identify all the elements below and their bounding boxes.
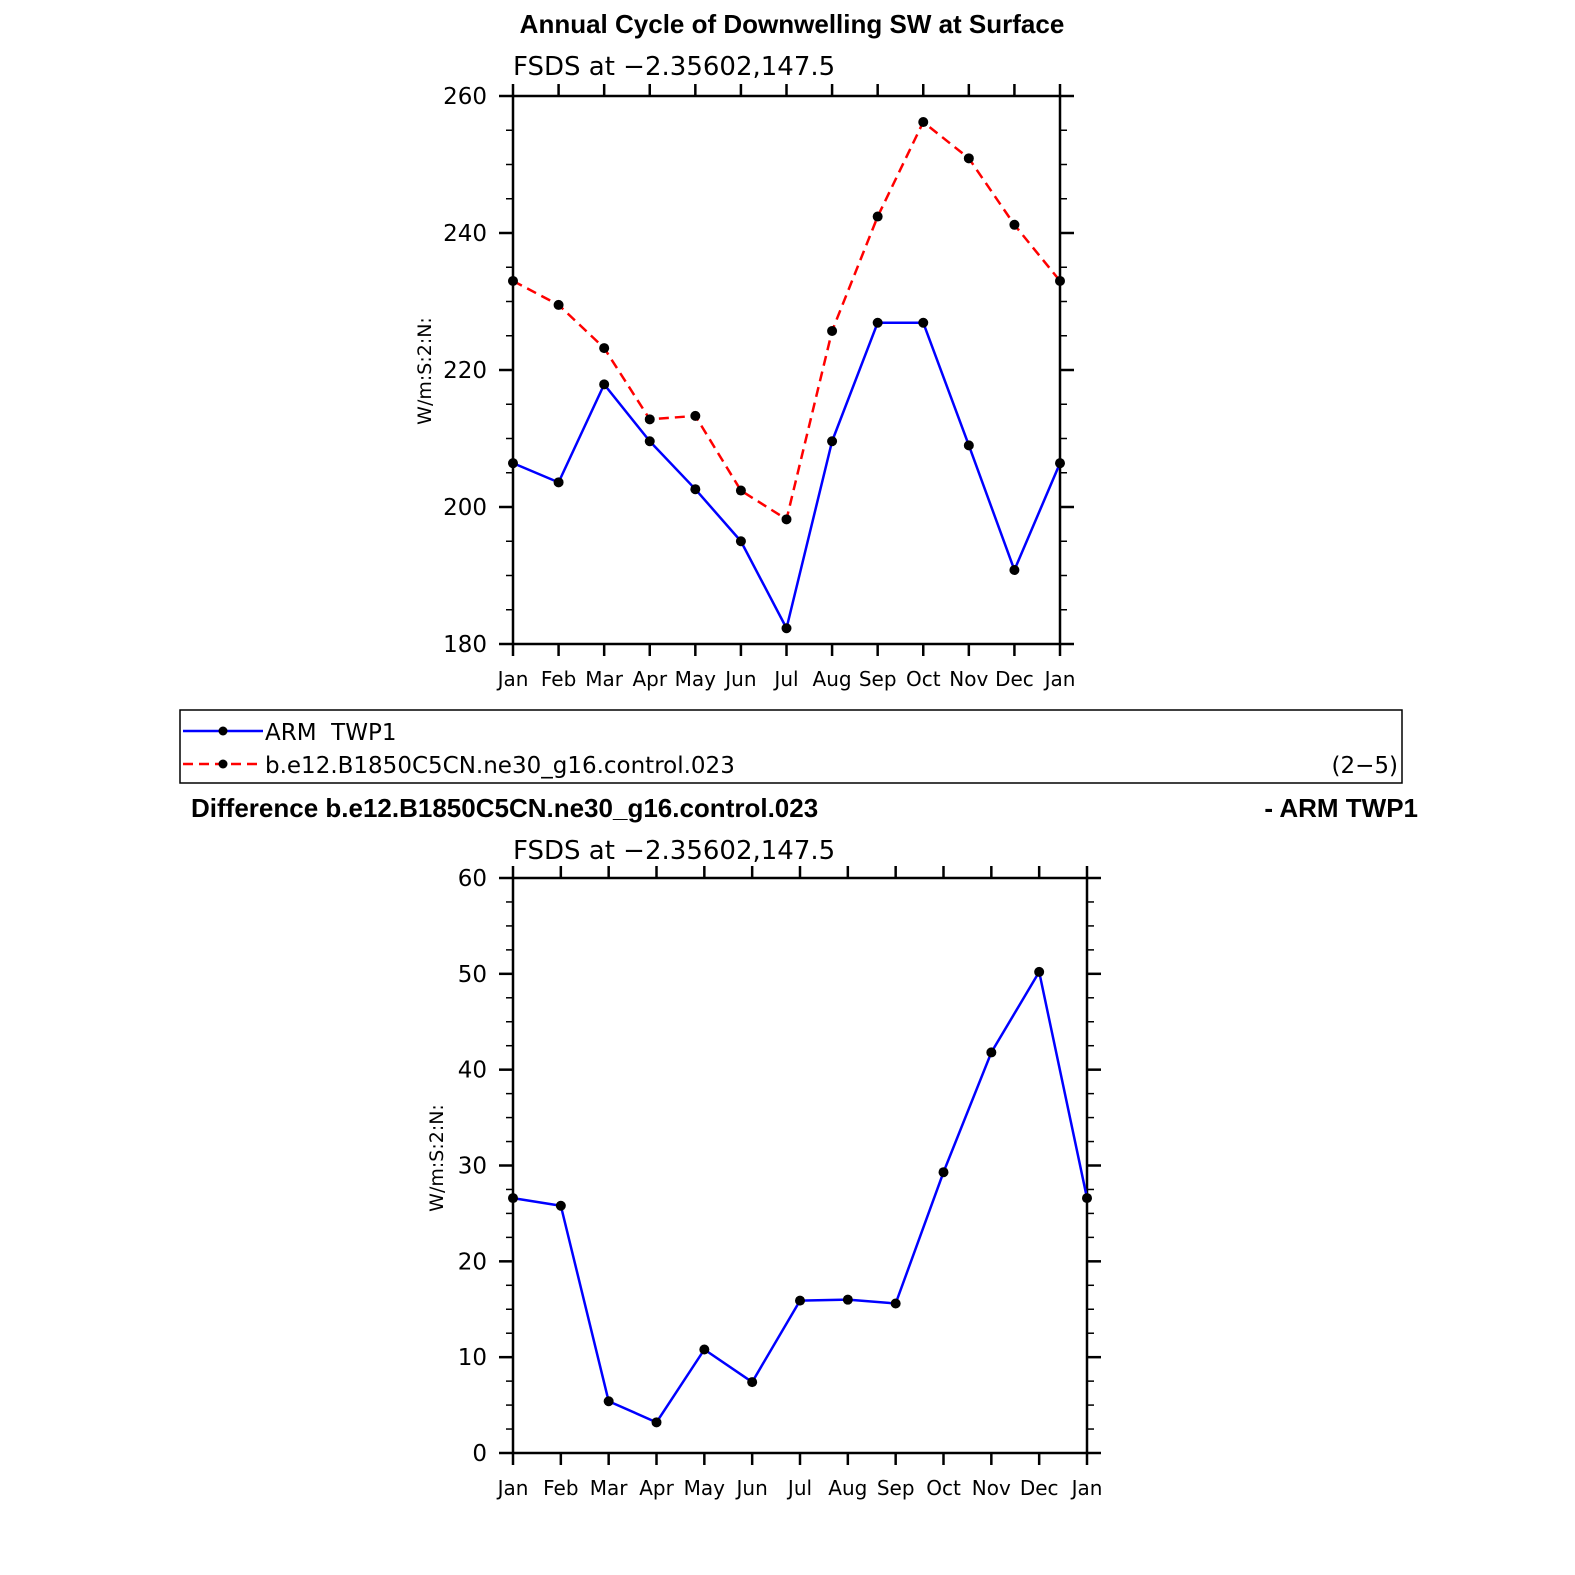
- chart1-series-0-point: [918, 317, 929, 328]
- chart1-series-0-point: [508, 458, 518, 469]
- chart1-ytick-label: 220: [443, 358, 487, 384]
- chart1-series-1-point: [827, 325, 838, 336]
- chart2-series-0-point: [890, 1298, 901, 1309]
- chart1-xtick-label: Jan: [496, 667, 529, 691]
- chart1-xtick-label: Dec: [995, 667, 1034, 691]
- chart2-xtick-label: Jul: [786, 1476, 812, 1500]
- chart1-xtick-label: Oct: [906, 667, 941, 691]
- chart1-series-0-point: [963, 440, 974, 451]
- chart1-subtitle: FSDS at −2.35602,147.5: [513, 52, 835, 82]
- chart2-ylabel: W/m:S:2:N:: [426, 1104, 448, 1212]
- chart1-plot: Jan Feb Mar Apr May Jun Jul Aug Sep Oct Nov Dec Jan 1…: [443, 84, 1075, 691]
- chart2-ytick-label: 30: [458, 1154, 487, 1180]
- chart2-xtick-label: Mar: [590, 1476, 629, 1500]
- chart1-ylabel: W/m:S:2:N:: [414, 317, 436, 425]
- chart1-series-0-point: [1055, 458, 1065, 469]
- chart1-xtick-label: May: [675, 667, 717, 691]
- chart1-series-1-point: [1055, 275, 1065, 286]
- chart1-xtick-label: Mar: [585, 667, 624, 691]
- legend-box: [179, 709, 1403, 784]
- chart2-series-0-point: [795, 1295, 805, 1306]
- legend-entry-arm: ARM TWP1: [265, 720, 396, 746]
- chart1-series-0-point: [872, 317, 883, 328]
- chart2-series-0-point: [651, 1417, 662, 1428]
- chart1-series-1-point: [553, 299, 564, 310]
- legend: ARM TWP1 b.e12.B1850C5CN.ne30_g16.contro…: [179, 709, 1403, 784]
- chart2-ytick-label: 20: [458, 1249, 487, 1275]
- chart2-series-0-point: [986, 1047, 997, 1058]
- chart1-series-1-point: [872, 211, 883, 222]
- chart1-series-0-point: [735, 536, 746, 547]
- chart1-xtick-label: Aug: [813, 667, 852, 691]
- chart2-series-0-point: [1082, 1193, 1092, 1204]
- chart2-xtick-label: Dec: [1020, 1476, 1059, 1500]
- chart2-xtick-label: Oct: [926, 1476, 961, 1500]
- chart1-series-0-line: [512, 321, 1062, 630]
- chart1-frame: [511, 94, 1062, 646]
- chart1-series-1-point: [690, 410, 701, 421]
- chart1-ytick-label: 180: [443, 632, 487, 658]
- chart2-ytick-label: 60: [458, 866, 487, 892]
- chart2-ytick-label: 0: [472, 1441, 487, 1467]
- chart2-xtick-label: Sep: [877, 1476, 915, 1500]
- chart2-xtick-label: Aug: [828, 1476, 867, 1500]
- chart1-ytick-label: 200: [443, 495, 487, 521]
- chart2-ytick-label: 10: [458, 1345, 487, 1371]
- chart1-series-0-point: [644, 436, 655, 447]
- chart1-xtick-label: Feb: [541, 667, 576, 691]
- chart1-series-1-point: [781, 514, 792, 525]
- chart2-xtick-label: Jan: [1070, 1476, 1103, 1500]
- chart1-series-1-line: [512, 120, 1061, 521]
- chart1-series-1-point: [644, 414, 655, 425]
- chart2-title: Difference b.e12.B1850C5CN.ne30_g16.cont…: [191, 793, 818, 823]
- legend-panel-note: (2−5): [1332, 753, 1398, 779]
- chart1-series-1-point: [508, 275, 518, 286]
- chart2-series-0-point: [508, 1193, 518, 1204]
- chart2-series-0-point: [603, 1396, 614, 1407]
- chart1-series-0-point: [690, 484, 701, 495]
- chart2-plot: Jan Feb Mar Apr May Jun Jul Aug Sep Oct Nov Dec Jan 0…: [458, 866, 1103, 1500]
- chart1-ytick-label: 240: [443, 221, 487, 247]
- legend-entry-model: b.e12.B1850C5CN.ne30_g16.control.023: [265, 753, 735, 779]
- chart1-xtick-label: Nov: [949, 667, 988, 691]
- chart2-xtick-label: Jan: [496, 1476, 529, 1500]
- chart1-xtick-label: Jan: [1043, 667, 1076, 691]
- chart2-xtick-label: Nov: [972, 1476, 1011, 1500]
- chart2-series-0-point: [1034, 966, 1045, 977]
- chart1-xtick-label: Sep: [859, 667, 897, 691]
- legend-marker-model: [218, 759, 228, 769]
- chart1-series-0-point: [827, 436, 838, 447]
- chart2-series-0-point: [699, 1344, 710, 1355]
- chart2-subtitle: FSDS at −2.35602,147.5: [513, 836, 835, 866]
- chart1-series-0-point: [553, 477, 564, 488]
- chart1-series-0-point: [1009, 565, 1020, 576]
- chart2-xtick-label: Apr: [639, 1476, 674, 1500]
- chart1-series-1-point: [1009, 219, 1020, 230]
- chart1-series-1-point: [918, 117, 929, 128]
- chart1-series-1-point: [735, 485, 746, 496]
- chart2-ytick-label: 40: [458, 1058, 487, 1084]
- chart1-series-0-point: [599, 379, 610, 390]
- chart1-xtick-label: Jun: [723, 667, 756, 691]
- legend-marker-arm: [218, 726, 228, 736]
- chart1-xtick-label: Apr: [632, 667, 667, 691]
- chart2-series-0-point: [842, 1294, 853, 1305]
- chart1-series-0-point: [781, 623, 792, 634]
- chart2-title-right: - ARM TWP1: [1264, 793, 1418, 823]
- chart2-series-0-point: [555, 1200, 566, 1211]
- chart1-xtick-label: Jul: [772, 667, 798, 691]
- chart2-series-0-point: [747, 1377, 758, 1388]
- chart2-xtick-label: Feb: [543, 1476, 578, 1500]
- chart2-ytick-label: 50: [458, 962, 487, 988]
- chart2-xtick-label: May: [684, 1476, 726, 1500]
- chart1-title: Annual Cycle of Downwelling SW at Surfac…: [520, 9, 1065, 39]
- chart2-series-0-line: [512, 970, 1089, 1424]
- chart1-series-1-point: [599, 343, 610, 354]
- chart2-series-0-point: [938, 1167, 949, 1178]
- chart1-series-1-point: [963, 153, 974, 164]
- chart2-xtick-label: Jun: [735, 1476, 768, 1500]
- chart1-ytick-label: 260: [443, 84, 487, 110]
